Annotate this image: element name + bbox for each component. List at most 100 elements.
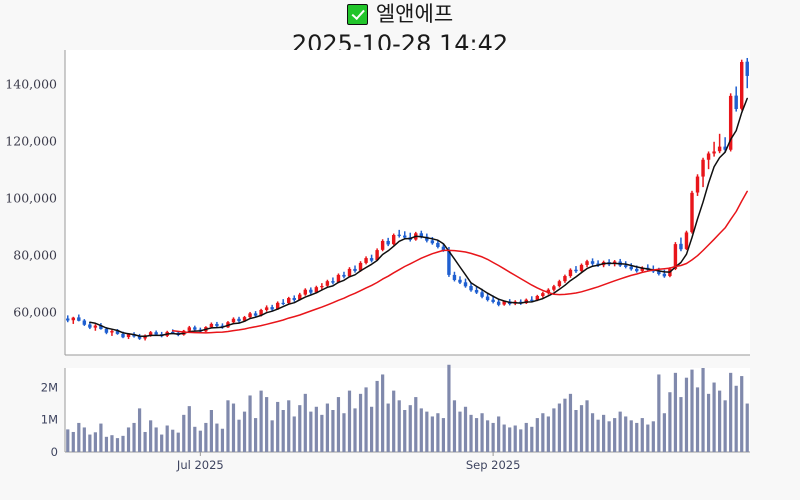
volume-bar — [458, 411, 462, 452]
volume-bar — [408, 405, 412, 452]
volume-bar — [624, 416, 628, 452]
price-axis-tick: 140,000 — [5, 77, 57, 92]
price-axis-tick: 60,000 — [13, 305, 57, 320]
volume-bar — [182, 414, 186, 452]
volume-bar — [668, 392, 672, 452]
candle-body — [496, 301, 501, 305]
candle-body — [734, 95, 738, 110]
volume-bar — [712, 382, 716, 452]
candle-body — [585, 261, 589, 265]
candle-body — [171, 331, 175, 334]
candle-body — [154, 332, 158, 335]
candle-body — [535, 295, 540, 301]
volume-bar — [193, 426, 197, 452]
candle-body — [193, 327, 197, 330]
candle-body — [77, 317, 81, 321]
candle-body — [88, 324, 92, 328]
volume-bar — [66, 429, 70, 452]
volume-bar — [684, 377, 689, 452]
candle-body — [430, 240, 435, 244]
volume-bar — [557, 403, 562, 452]
candle-body — [502, 301, 506, 305]
volume-bar — [474, 418, 479, 452]
volume-bar — [171, 429, 175, 452]
volume-bar — [568, 393, 573, 452]
candle-body — [436, 242, 440, 247]
volume-bar — [646, 424, 650, 452]
volume-bar — [347, 390, 352, 452]
candle-body — [469, 286, 473, 291]
candle-body — [71, 317, 75, 321]
price-axis-tick: 120,000 — [5, 134, 57, 149]
candle-body — [209, 323, 214, 328]
volume-bar — [215, 423, 219, 452]
candle-body — [314, 287, 319, 293]
candle-body — [629, 266, 633, 270]
candle-body — [342, 274, 346, 277]
volume-bar — [745, 403, 749, 452]
volume-bar — [331, 410, 335, 452]
volume-bar — [276, 401, 280, 452]
ma-long-line — [171, 190, 748, 334]
volume-bar — [497, 416, 501, 452]
candle-body — [447, 250, 451, 275]
volume-bar — [314, 406, 318, 452]
volume-bar — [386, 403, 390, 452]
candle-body — [386, 240, 390, 245]
candle-body — [541, 293, 545, 296]
volume-bar — [265, 397, 269, 452]
candle-body — [270, 307, 274, 310]
candle-body — [679, 243, 683, 250]
volume-bar — [701, 368, 705, 452]
candle-body — [259, 309, 263, 316]
volume-bar — [231, 403, 236, 452]
candle-body — [66, 318, 70, 321]
candle-body — [458, 279, 462, 283]
candle-body — [148, 332, 153, 336]
candle-body — [452, 274, 457, 281]
volume-bar — [132, 422, 136, 452]
volume-bar — [425, 411, 429, 452]
volume-bar — [93, 432, 97, 452]
candle-body — [574, 269, 578, 272]
candle-body — [563, 276, 567, 282]
candle-body — [695, 176, 700, 193]
volume-bar — [143, 431, 147, 452]
x-axis-tick-label: Jul 2025 — [176, 458, 224, 472]
volume-bar — [480, 413, 484, 452]
price-panel-bg — [65, 50, 750, 355]
volume-bar — [690, 369, 694, 452]
volume-bar — [99, 423, 103, 452]
volume-bar — [640, 418, 644, 452]
candle-body — [287, 297, 291, 304]
candle-body — [347, 268, 352, 277]
candle-body — [325, 281, 330, 286]
volume-axis-tick: 1M — [41, 413, 58, 427]
candle-body — [723, 146, 727, 150]
volume-axis-tick: 0 — [51, 445, 58, 459]
candle-body — [425, 236, 429, 241]
volume-bar — [149, 420, 153, 452]
volume-bar — [541, 413, 545, 452]
candle-body — [640, 267, 644, 271]
candle-body — [320, 286, 324, 288]
candle-body — [303, 289, 308, 295]
volume-bar — [579, 405, 584, 452]
candle-body — [673, 244, 678, 269]
volume-bar — [679, 397, 683, 452]
candle-body — [596, 263, 600, 266]
candle-body — [717, 146, 722, 152]
volume-bar — [342, 413, 346, 452]
volume-bar — [298, 405, 302, 452]
candle-body — [662, 273, 667, 277]
volume-bar — [585, 400, 589, 452]
candle-body — [728, 95, 733, 150]
volume-bar — [397, 400, 401, 452]
volume-bar — [530, 426, 534, 452]
volume-bar — [447, 364, 451, 452]
volume-bar — [198, 430, 202, 452]
candle-body — [491, 299, 495, 302]
candle-body — [552, 286, 556, 290]
volume-bar — [176, 432, 180, 452]
